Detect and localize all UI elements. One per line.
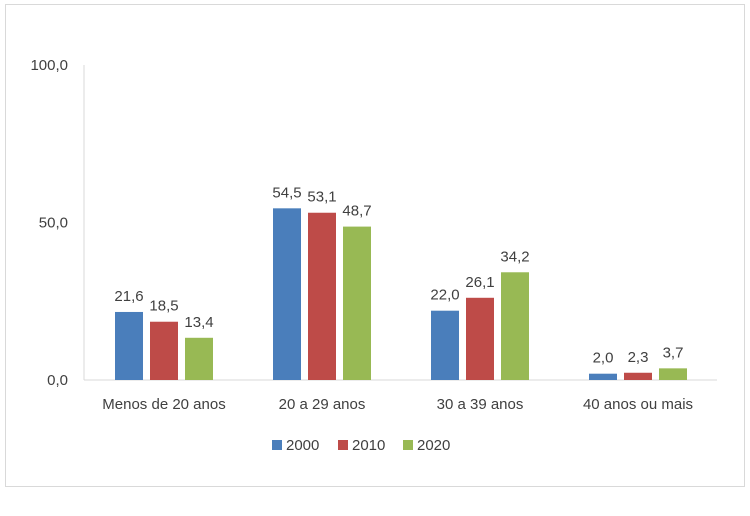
x-tick-label: Menos de 20 anos	[102, 396, 225, 413]
data-label: 34,2	[500, 248, 529, 265]
data-label: 3,7	[663, 344, 684, 361]
bar-2000-3	[431, 310, 459, 380]
data-label: 21,6	[114, 288, 143, 305]
bar-2010-2	[308, 212, 336, 380]
bar-2010-4	[624, 372, 652, 380]
x-tick-label: 40 anos ou mais	[583, 396, 693, 413]
data-label: 53,1	[307, 189, 336, 206]
data-label: 2,3	[628, 349, 649, 366]
legend-swatch-2010	[338, 440, 348, 450]
bar-2020-2	[343, 226, 371, 380]
y-tick-label: 0,0	[47, 372, 68, 389]
bar-2000-4	[589, 373, 617, 380]
chart-frame	[5, 4, 745, 487]
y-tick-label: 50,0	[39, 215, 68, 232]
x-tick-label: 30 a 39 anos	[437, 396, 524, 413]
bar-2020-1	[185, 337, 213, 380]
legend-label: 2010	[352, 437, 385, 454]
legend-label: 2000	[286, 437, 319, 454]
x-tick-label: 20 a 29 anos	[279, 396, 366, 413]
y-tick-label: 100,0	[30, 57, 68, 74]
legend-swatch-2020	[403, 440, 413, 450]
legend-swatch-2000	[272, 440, 282, 450]
bar-2010-1	[150, 321, 178, 380]
bar-2010-3	[466, 297, 494, 380]
data-label: 18,5	[149, 298, 178, 315]
bar-2000-1	[115, 311, 143, 380]
legend-label: 2020	[417, 437, 450, 454]
data-label: 13,4	[184, 314, 213, 331]
data-label: 22,0	[430, 287, 459, 304]
bar-2020-3	[501, 272, 529, 380]
bar-2020-4	[659, 368, 687, 380]
data-label: 26,1	[465, 274, 494, 291]
bar-2000-2	[273, 208, 301, 380]
data-label: 54,5	[272, 184, 301, 201]
data-label: 48,7	[342, 203, 371, 220]
data-label: 2,0	[593, 350, 614, 367]
